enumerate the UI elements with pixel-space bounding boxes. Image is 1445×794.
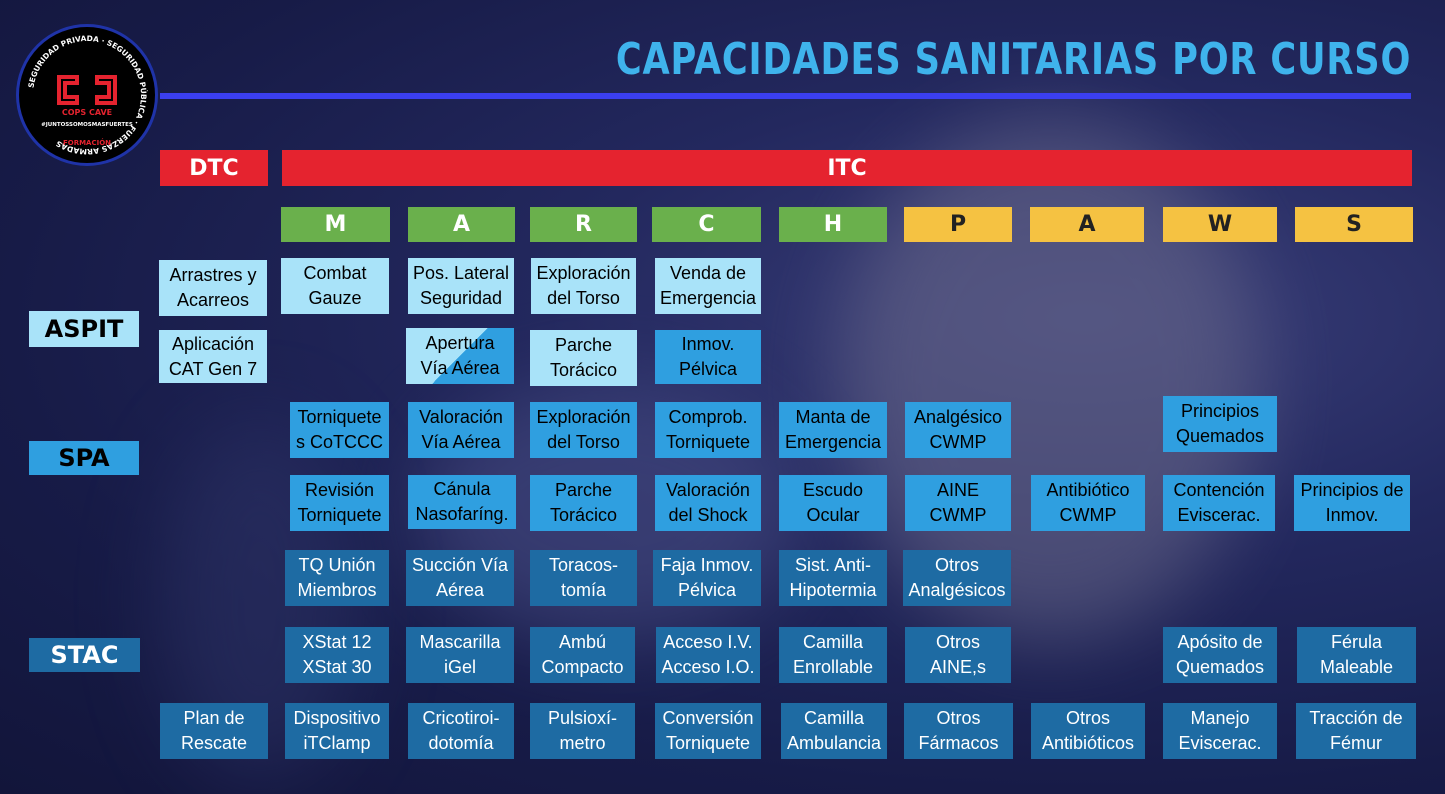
skill-cell: Tracción de Fémur [1296,703,1416,759]
level-spa: SPA [29,441,139,475]
skill-cell: Apósito de Quemados [1163,627,1277,683]
skill-cell: Ambú Compacto [530,627,635,683]
level-stac: STAC [29,638,140,672]
skill-cell: Exploración del Torso [530,402,637,458]
skill-cell: Antibiótico CWMP [1031,475,1145,531]
march-header-r: R [530,207,637,242]
skill-cell: Pos. Lateral Seguridad [408,258,514,314]
skill-cell: Revisión Torniquete [290,475,389,531]
svg-text:SEGURIDAD PRIVADA · SEGURIDAD: SEGURIDAD PRIVADA · SEGURIDAD PÚBLICA · … [26,34,148,156]
march-header-s: S [1295,207,1413,242]
skill-cell: Principios Quemados [1163,396,1277,452]
march-header-a: A [408,207,515,242]
march-header-a2: A [1030,207,1144,242]
logo-bottom: FORMACIÓN [63,138,111,147]
march-header-w: W [1163,207,1277,242]
skill-cell: Apertura Vía Aérea [406,328,514,384]
page-title: CAPACIDADES SANITARIAS POR CURSO [615,34,1411,85]
skill-cell: Otros Fármacos [904,703,1013,759]
skill-cell: Férula Maleable [1297,627,1416,683]
skill-cell: Pulsioxí- metro [530,703,635,759]
skill-cell: Parche Torácico [530,475,637,531]
skill-cell: Dispositivo iTClamp [285,703,389,759]
skill-cell: Faja Inmov. Pélvica [653,550,761,606]
skill-cell: Plan de Rescate [160,703,268,759]
march-header-h: H [779,207,887,242]
skill-cell: TQ Unión Miembros [285,550,389,606]
skill-cell: Cricotiroi- dotomía [408,703,514,759]
skill-cell: Valoración Vía Aérea [408,402,514,458]
skill-cell: Camilla Ambulancia [781,703,887,759]
skill-cell: Combat Gauze [281,258,389,314]
skill-cell: Venda de Emergencia [655,258,761,314]
skill-cell: XStat 12 XStat 30 [285,627,389,683]
skill-cell: Contención Eviscerac. [1163,475,1275,531]
level-aspit: ASPIT [29,311,139,347]
march-header-p: P [904,207,1012,242]
skill-cell: Inmov. Pélvica [655,330,761,384]
logo-brand: COPS CAVE [62,108,112,117]
itc-header: ITC [282,150,1412,186]
skill-cell: Exploración del Torso [531,258,636,314]
skill-cell: Succión Vía Aérea [406,550,514,606]
skill-cell: Principios de Inmov. [1294,475,1410,531]
logo-hashtag: #JUNTOSSOMOSMASFUERTES [41,122,133,128]
skill-cell: Arrastres y Acarreos [159,260,267,316]
skill-cell: Parche Torácico [530,330,637,386]
skill-cell: Manejo Eviscerac. [1163,703,1277,759]
logo-emblem-icon: SEGURIDAD PRIVADA · SEGURIDAD PÚBLICA · … [26,34,148,156]
skill-cell: Mascarilla iGel [406,627,514,683]
title-divider [160,93,1411,99]
skill-cell: Analgésico CWMP [905,402,1011,458]
skill-cell: Sist. Anti- Hipotermia [779,550,887,606]
skill-cell: Cánula Nasofaríng. [408,475,516,529]
skill-cell: Otros AINE,s [905,627,1011,683]
skill-cell: Valoración del Shock [655,475,761,531]
skill-cell: Camilla Enrollable [779,627,887,683]
cops-cave-logo: SEGURIDAD PRIVADA · SEGURIDAD PÚBLICA · … [16,24,158,166]
dtc-header: DTC [160,150,268,186]
skill-cell: Otros Antibióticos [1031,703,1145,759]
skill-cell: Comprob. Torniquete [655,402,761,458]
skill-cell: Manta de Emergencia [779,402,887,458]
skill-cell: AINE CWMP [905,475,1011,531]
skill-cell: Toracos- tomía [530,550,637,606]
skill-cell: Aplicación CAT Gen 7 [159,330,267,383]
march-header-m: M [281,207,390,242]
skill-cell: Acceso I.V. Acceso I.O. [656,627,760,683]
skill-cell: Torniquete s CoTCCC [290,402,389,458]
skill-cell: Escudo Ocular [779,475,887,531]
skill-cell: Otros Analgésicos [903,550,1011,606]
skill-cell: Conversión Torniquete [655,703,761,759]
march-header-c: C [652,207,761,242]
